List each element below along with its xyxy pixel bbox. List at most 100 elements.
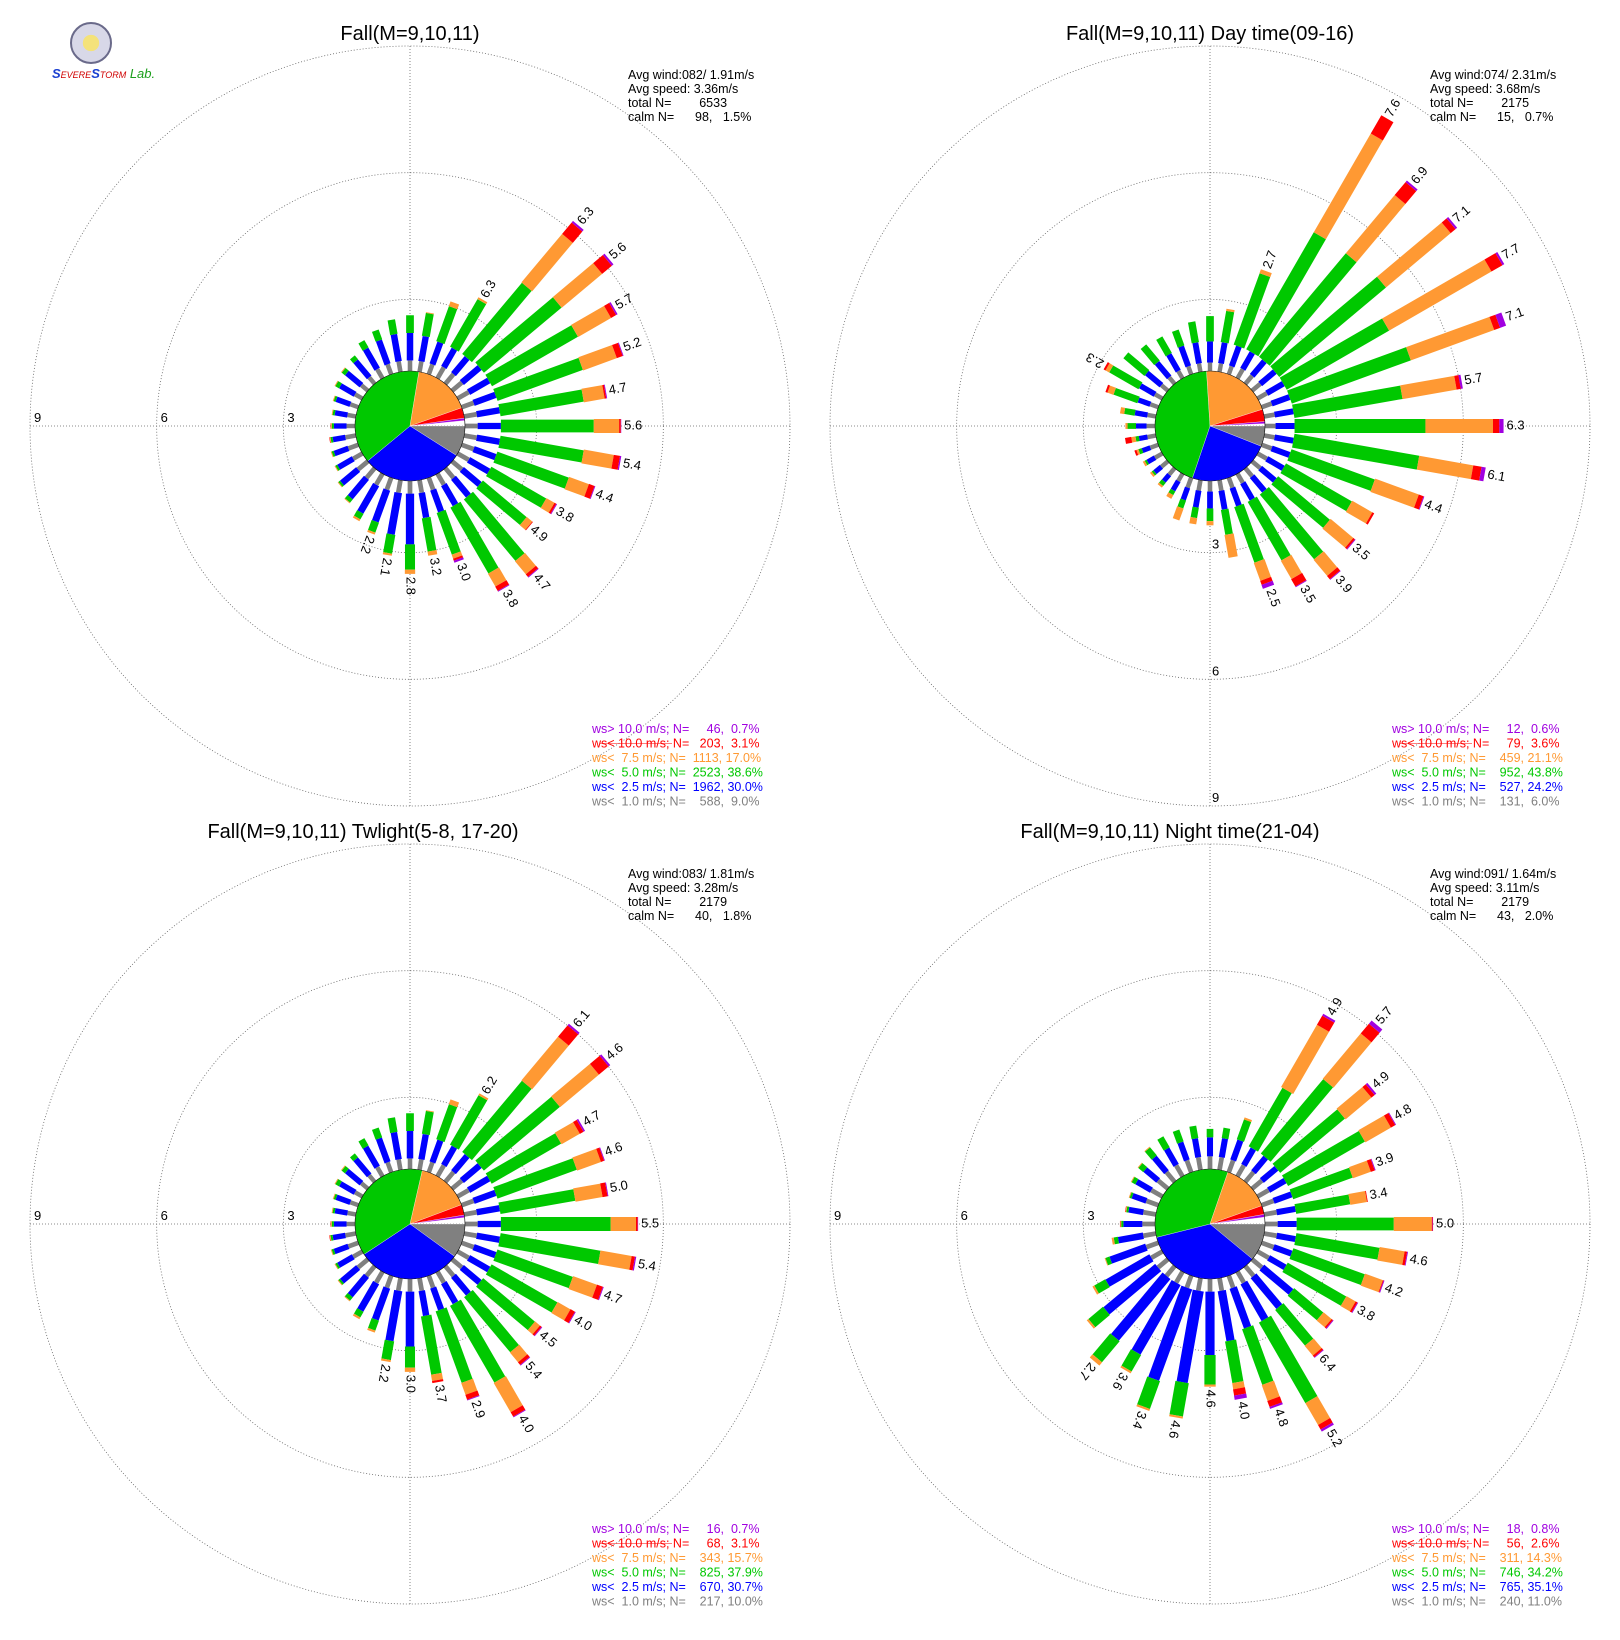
bar-segment <box>1176 369 1185 380</box>
bar-segment <box>1261 580 1275 589</box>
bar-segment <box>1348 1160 1371 1179</box>
bar-value-label: 4.7 <box>580 1107 603 1129</box>
bar-segment <box>353 392 364 401</box>
bar-segment <box>1151 1155 1169 1175</box>
bar-segment <box>1256 451 1268 461</box>
bar-value-label: 6.9 <box>1408 163 1431 186</box>
legend-entry: ws> 10.0 m/s; N= 46, 0.7% <box>591 722 759 736</box>
bar-segment <box>472 391 497 406</box>
bar-segment <box>1242 1325 1274 1385</box>
bar-segment <box>1191 1138 1202 1158</box>
bar-segment <box>1267 1255 1287 1270</box>
stats-line: total N= 2179 <box>1430 895 1529 909</box>
bar-segment <box>485 1133 562 1184</box>
bar-segment <box>451 355 470 377</box>
bar-segment <box>1489 314 1501 331</box>
bar-segment <box>581 449 614 469</box>
bar-segment <box>1088 1306 1110 1328</box>
bar-segment <box>1259 486 1324 560</box>
bar-segment <box>364 1264 377 1278</box>
bar-value-label: 7.7 <box>1499 240 1522 262</box>
bar-segment <box>1312 1348 1324 1358</box>
bar-segment <box>383 533 396 554</box>
bar-segment <box>1365 1082 1377 1095</box>
bar-segment <box>371 1286 391 1321</box>
bar-segment <box>1124 436 1133 444</box>
legend-entry: ws< 1.0 m/s; N= 217, 10.0% <box>591 1595 763 1609</box>
bar-segment <box>1169 1380 1189 1417</box>
bar-segment <box>1251 1155 1269 1175</box>
bar-segment <box>1348 1191 1367 1205</box>
bar-segment <box>1263 433 1275 440</box>
bar-segment <box>353 1157 372 1178</box>
bar-segment <box>1470 465 1482 481</box>
bar-segment <box>1092 1333 1120 1363</box>
bar-segment <box>417 479 425 494</box>
bar-value-label: 5.7 <box>1372 1003 1395 1026</box>
bar-segment <box>1250 1257 1264 1270</box>
bar-segment <box>460 1198 475 1208</box>
stats-line: Avg speed: 3.11m/s <box>1430 881 1539 895</box>
bar-segment <box>1218 490 1228 510</box>
bar-segment <box>1345 195 1406 263</box>
bar-segment <box>1377 222 1451 288</box>
legend-entry: ws< 5.0 m/s; N= 2523, 38.6% <box>591 766 763 780</box>
bar-segment <box>460 442 475 452</box>
bar-segment <box>573 1183 603 1202</box>
bar-segment <box>1484 253 1503 272</box>
bar-segment <box>493 451 569 489</box>
bar-segment <box>1243 1117 1252 1123</box>
wind-rose-panel: 3 6 9 6.2 6.1 4.6 4.7 4.6 5.0 5.5 5.4 4.7 4.0 4.5 5.4 4… <box>29 821 791 1609</box>
legend-entry: ws< 1.0 m/s; N= 131, 6.0% <box>1391 795 1559 809</box>
bar-segment <box>467 377 491 395</box>
bar-segment <box>344 370 364 388</box>
bar-segment <box>456 451 470 462</box>
bar-segment <box>347 475 369 500</box>
bar-segment <box>1157 482 1164 488</box>
bar-segment <box>1346 539 1356 550</box>
bar-segment <box>396 1159 403 1171</box>
ring-label: 6 <box>961 1208 968 1223</box>
bar-segment <box>598 1250 632 1270</box>
bar-segment <box>472 1244 497 1259</box>
bar-segment <box>450 1299 506 1383</box>
bar-segment <box>1272 1109 1345 1173</box>
bar-segment <box>1192 342 1202 365</box>
bar-segment <box>1094 1279 1110 1294</box>
stats-line: total N= 2175 <box>1430 96 1529 110</box>
stats-line: calm N= 98, 1.5% <box>628 110 751 124</box>
bar-segment <box>1220 508 1233 535</box>
bar-segment <box>463 491 525 561</box>
bar-segment <box>337 456 355 470</box>
bar-value-label: 5.4 <box>637 1256 657 1274</box>
bar-segment <box>441 483 459 507</box>
bar-segment <box>525 565 539 577</box>
bar-segment <box>525 521 533 531</box>
bar-segment <box>339 383 357 397</box>
bar-segment <box>1322 1013 1336 1023</box>
bar-segment <box>463 1231 478 1239</box>
bar-segment <box>1294 1194 1351 1214</box>
bar-segment <box>1345 537 1355 550</box>
bar-segment <box>1281 1024 1330 1094</box>
bar-segment <box>1287 1288 1324 1321</box>
bar-segment <box>1243 374 1254 386</box>
bar-segment <box>495 580 510 591</box>
bar-segment <box>1243 1170 1256 1184</box>
bar-segment <box>1287 449 1375 491</box>
bar-segment <box>1260 1240 1275 1250</box>
bar-segment <box>368 1317 379 1331</box>
bar-segment <box>1382 259 1492 331</box>
bar-segment <box>476 434 501 445</box>
bar-segment <box>344 1293 353 1301</box>
bar-segment <box>487 567 507 587</box>
bar-segment <box>1217 1289 1235 1342</box>
bar-segment <box>387 491 403 535</box>
bar-segment <box>1145 1198 1160 1208</box>
bar-segment <box>1103 1263 1162 1315</box>
bar-segment <box>450 380 464 393</box>
bar-segment <box>367 1173 377 1184</box>
bar-segment <box>421 312 434 338</box>
bar-segment <box>1129 1192 1134 1199</box>
